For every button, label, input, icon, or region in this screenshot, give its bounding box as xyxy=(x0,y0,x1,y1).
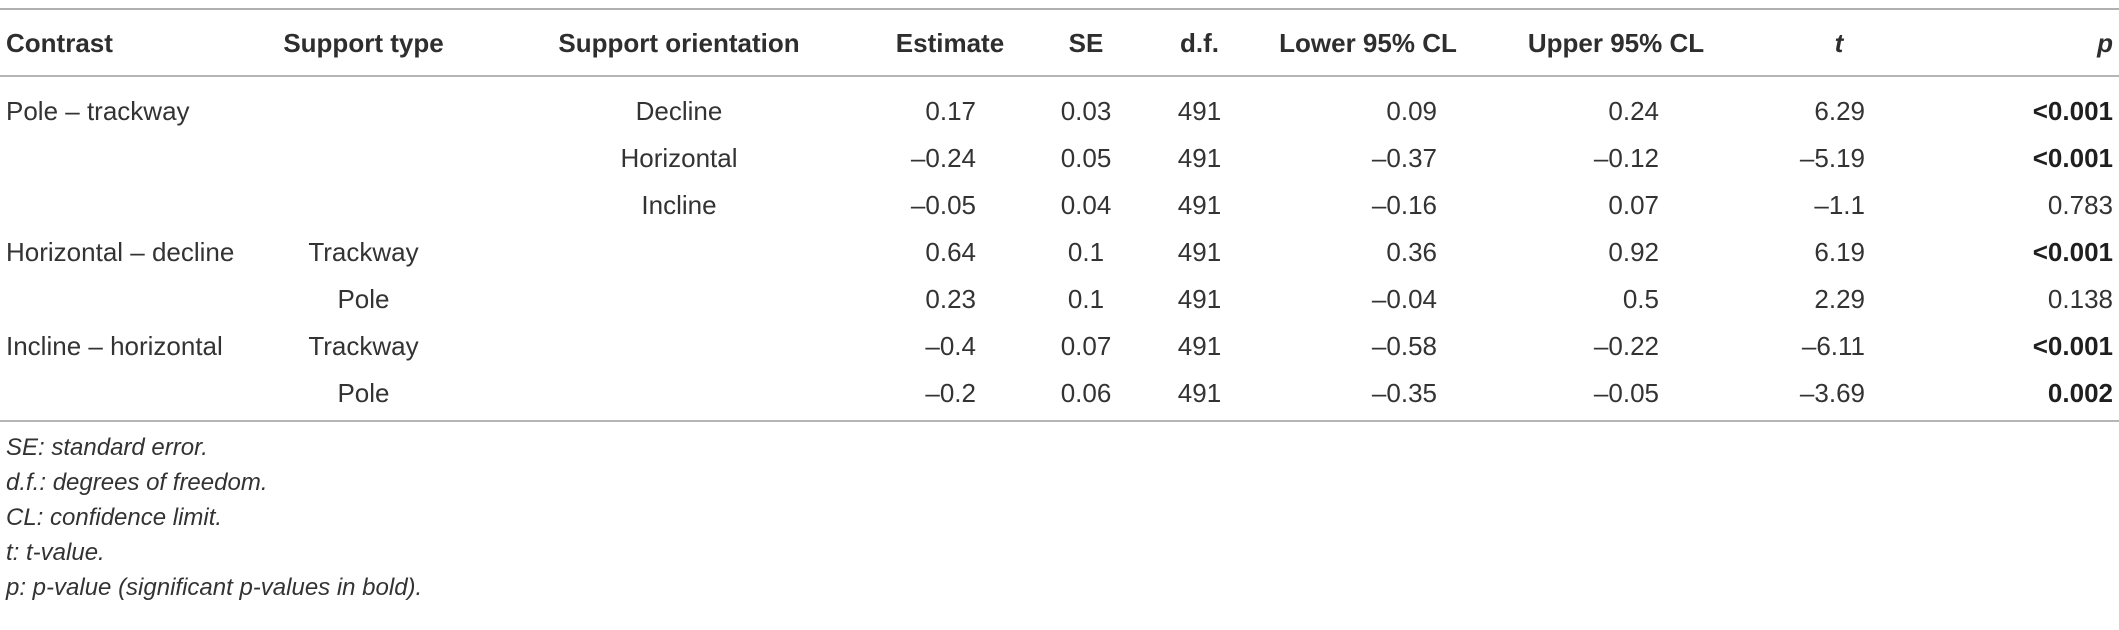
cell-contrast: Pole – trackway xyxy=(6,96,190,126)
cell-p: 0.002 xyxy=(2047,378,2113,408)
cell-upper-cl: 0.24 xyxy=(1608,96,1659,126)
cell-contrast xyxy=(0,370,245,417)
cell-t: –1.1 xyxy=(1814,190,1865,220)
cell-contrast: Incline – horizontal xyxy=(6,331,223,361)
footnote: p: p-value (significant p-values in bold… xyxy=(6,574,423,601)
cell-df: 491 xyxy=(1177,331,1222,361)
cell-df: 491 xyxy=(1177,378,1222,408)
footnote: CL: confidence limit. xyxy=(6,504,223,531)
cell-se: 0.04 xyxy=(1060,190,1112,220)
cell-support-orientation: Horizontal xyxy=(620,143,738,173)
header-support-type: Support type xyxy=(283,28,444,58)
cell-upper-cl: 0.92 xyxy=(1608,237,1659,267)
cell-lower-cl: –0.16 xyxy=(1371,190,1437,220)
header-contrast: Contrast xyxy=(6,28,113,58)
cell-t: –3.69 xyxy=(1799,378,1865,408)
cell-p: <0.001 xyxy=(2032,143,2113,173)
footnote: d.f.: degrees of freedom. xyxy=(6,469,268,496)
cell-p: 0.783 xyxy=(2047,190,2113,220)
cell-estimate: 0.64 xyxy=(925,237,976,267)
cell-lower-cl: 0.36 xyxy=(1386,237,1437,267)
cell-df: 491 xyxy=(1177,237,1222,267)
cell-t: 6.19 xyxy=(1814,237,1865,267)
cell-estimate: –0.4 xyxy=(925,331,976,361)
cell-contrast xyxy=(0,182,245,229)
cell-se: 0.07 xyxy=(1060,331,1112,361)
cell-df: 491 xyxy=(1177,284,1222,314)
cell-support-orientation: Decline xyxy=(635,96,723,126)
cell-lower-cl: –0.58 xyxy=(1371,331,1437,361)
header-t: t xyxy=(1834,28,1844,58)
cell-t: 6.29 xyxy=(1814,96,1865,126)
cell-support-type: Trackway xyxy=(308,331,419,361)
cell-support-type xyxy=(245,135,482,182)
cell-estimate: 0.17 xyxy=(925,96,976,126)
cell-upper-cl: 0.5 xyxy=(1622,284,1659,314)
cell-p: 0.138 xyxy=(2047,284,2113,314)
header-estimate: Estimate xyxy=(895,28,1005,58)
cell-lower-cl: –0.04 xyxy=(1371,284,1437,314)
cell-support-orientation xyxy=(482,370,876,417)
table-top-rule xyxy=(0,8,2119,10)
header-upper-cl: Upper 95% CL xyxy=(1527,28,1705,58)
cell-se: 0.03 xyxy=(1060,96,1112,126)
cell-support-type: Pole xyxy=(337,284,390,314)
cell-contrast xyxy=(0,276,245,323)
cell-support-type: Trackway xyxy=(308,237,419,267)
cell-t: –5.19 xyxy=(1799,143,1865,173)
cell-df: 491 xyxy=(1177,190,1222,220)
cell-p: <0.001 xyxy=(2032,237,2113,267)
header-lower-cl: Lower 95% CL xyxy=(1279,28,1457,58)
cell-p: <0.001 xyxy=(2032,96,2113,126)
table-bottom-rule xyxy=(0,420,2119,422)
header-support-orientation: Support orientation xyxy=(558,28,800,58)
cell-support-orientation xyxy=(482,323,876,370)
cell-contrast: Horizontal – decline xyxy=(6,237,235,267)
cell-lower-cl: –0.35 xyxy=(1371,378,1437,408)
cell-upper-cl: –0.05 xyxy=(1593,378,1659,408)
cell-se: 0.05 xyxy=(1060,143,1112,173)
cell-upper-cl: –0.12 xyxy=(1593,143,1659,173)
header-se: SE xyxy=(1068,28,1104,58)
cell-upper-cl: –0.22 xyxy=(1593,331,1659,361)
statistics-table: Contrast Support type Support orientatio… xyxy=(0,10,2119,58)
header-df: d.f. xyxy=(1180,28,1219,58)
cell-support-type xyxy=(245,182,482,229)
cell-se: 0.06 xyxy=(1060,378,1112,408)
cell-df: 491 xyxy=(1177,96,1222,126)
header-p: p xyxy=(2097,28,2113,58)
footnote: t: t-value. xyxy=(6,539,105,566)
cell-lower-cl: –0.37 xyxy=(1371,143,1437,173)
cell-support-orientation xyxy=(482,229,876,276)
cell-t: –6.11 xyxy=(1801,331,1865,361)
footnote: SE: standard error. xyxy=(6,434,208,461)
cell-estimate: –0.2 xyxy=(925,378,976,408)
cell-se: 0.1 xyxy=(1067,237,1105,267)
table-body: Pole – trackway Decline 0.17 0.03 491 0.09 0.2… xyxy=(0,88,2119,417)
cell-estimate: –0.05 xyxy=(910,190,976,220)
table-footnotes: SE: standard error. d.f.: degrees of fre… xyxy=(6,430,422,605)
cell-upper-cl: 0.07 xyxy=(1608,190,1659,220)
cell-support-orientation: Incline xyxy=(641,190,717,220)
cell-contrast xyxy=(0,135,245,182)
cell-df: 491 xyxy=(1177,143,1222,173)
cell-support-type: Pole xyxy=(337,378,390,408)
cell-p: <0.001 xyxy=(2032,331,2113,361)
cell-lower-cl: 0.09 xyxy=(1386,96,1437,126)
cell-t: 2.29 xyxy=(1814,284,1865,314)
cell-support-orientation xyxy=(482,276,876,323)
header-rule xyxy=(0,75,2119,77)
cell-estimate: –0.24 xyxy=(910,143,976,173)
cell-se: 0.1 xyxy=(1067,284,1105,314)
cell-support-type xyxy=(245,88,482,135)
cell-estimate: 0.23 xyxy=(925,284,976,314)
